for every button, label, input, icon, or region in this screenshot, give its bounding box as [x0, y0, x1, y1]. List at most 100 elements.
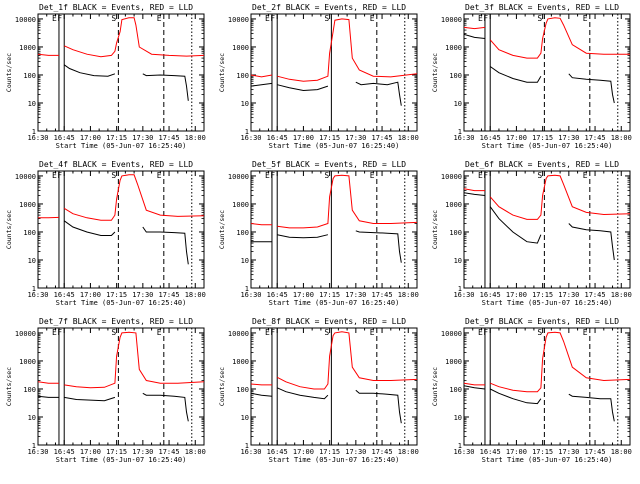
y-tick-label: 10000: [15, 173, 36, 181]
x-tick-label: 16:45: [480, 291, 501, 299]
x-tick-label: 17:45: [372, 448, 393, 456]
event-marker-label: F: [270, 328, 275, 337]
y-tick-label: 10000: [228, 330, 249, 338]
x-tick-label: 17:30: [132, 291, 153, 299]
plot-frame: [251, 14, 417, 131]
x-tick-label: 16:45: [267, 448, 288, 456]
x-tick-label: 17:30: [558, 291, 579, 299]
x-tick-label: 16:30: [27, 134, 48, 142]
x-tick-label: 17:00: [506, 134, 527, 142]
y-tick-label: 10000: [228, 173, 249, 181]
event-marker-label: E: [265, 14, 270, 23]
y-tick-label: 10000: [441, 330, 462, 338]
y-axis-label: Counts/sec: [431, 367, 439, 406]
events-series-line: [64, 397, 115, 400]
y-axis-label: Counts/sec: [5, 210, 13, 249]
event-marker-label: E: [478, 14, 483, 23]
x-tick-label: 16:30: [240, 291, 261, 299]
panel-title: Det_6f BLACK = Events, RED = LLD: [465, 160, 619, 169]
x-tick-label: 16:30: [453, 291, 474, 299]
y-tick-label: 100: [449, 72, 462, 80]
x-axis-label: Start Time (05-Jun-07 16:25:40): [269, 299, 400, 307]
x-tick-label: 16:45: [54, 448, 75, 456]
x-axis-label: Start Time (05-Jun-07 16:25:40): [269, 456, 400, 464]
x-tick-label: 17:45: [372, 291, 393, 299]
data-area: [251, 328, 417, 445]
event-marker-label: S: [537, 171, 542, 180]
event-marker-label: E: [265, 171, 270, 180]
events-series-line: [143, 227, 189, 264]
events-series-line: [38, 396, 59, 397]
event-marker-label: E: [52, 328, 57, 337]
events-series-line: [64, 221, 115, 236]
x-tick-label: 17:30: [345, 134, 366, 142]
x-tick-label: 18:00: [611, 448, 632, 456]
x-tick-label: 17:30: [132, 134, 153, 142]
x-tick-label: 17:00: [80, 291, 101, 299]
plot-frame: [464, 328, 630, 445]
lld-series-line: [277, 332, 417, 389]
event-marker-label: S: [111, 14, 116, 23]
x-tick-label: 17:15: [319, 291, 340, 299]
plot-frame: [251, 328, 417, 445]
plot-frame: [38, 171, 204, 288]
x-tick-label: 17:15: [532, 134, 553, 142]
lld-series-line: [251, 224, 272, 225]
x-tick-label: 16:30: [27, 291, 48, 299]
lld-series-line: [464, 27, 485, 28]
lld-series-line: [490, 332, 630, 391]
event-marker-label: S: [537, 328, 542, 337]
event-marker-label: F: [270, 14, 275, 23]
detector-panel-3: Det_3f BLACK = Events, RED = LLD11010010…: [431, 3, 632, 150]
y-tick-label: 10: [454, 414, 462, 422]
panel-title: Det_1f BLACK = Events, RED = LLD: [39, 3, 193, 12]
y-tick-label: 1000: [232, 44, 249, 52]
x-tick-label: 17:15: [319, 448, 340, 456]
x-tick-label: 17:15: [106, 134, 127, 142]
x-tick-label: 17:15: [532, 448, 553, 456]
lld-series-line: [277, 19, 417, 81]
event-marker-label: S: [111, 171, 116, 180]
x-tick-label: 17:15: [532, 291, 553, 299]
x-tick-label: 17:45: [372, 134, 393, 142]
y-axis-label: Counts/sec: [431, 210, 439, 249]
y-tick-label: 1000: [445, 44, 462, 52]
event-marker-label: E: [370, 171, 375, 180]
y-tick-label: 10: [28, 257, 36, 265]
panel-title: Det_2f BLACK = Events, RED = LLD: [252, 3, 406, 12]
y-tick-label: 100: [236, 72, 249, 80]
event-marker-label: E: [583, 328, 588, 337]
event-marker-label: E: [370, 14, 375, 23]
plot-frame: [38, 328, 204, 445]
y-tick-label: 100: [236, 229, 249, 237]
x-tick-label: 16:45: [267, 291, 288, 299]
y-tick-label: 10: [241, 414, 249, 422]
events-series-line: [490, 389, 541, 404]
x-tick-label: 17:00: [80, 134, 101, 142]
event-marker-label: F: [483, 14, 488, 23]
x-tick-label: 17:45: [585, 134, 606, 142]
panel-title: Det_3f BLACK = Events, RED = LLD: [465, 3, 619, 12]
data-area: [464, 328, 630, 445]
data-area: [464, 14, 630, 131]
events-series-line: [64, 65, 115, 76]
x-tick-label: 17:00: [293, 291, 314, 299]
x-tick-label: 18:00: [185, 291, 206, 299]
event-marker-label: E: [157, 171, 162, 180]
events-series-line: [251, 83, 272, 86]
x-tick-label: 16:45: [480, 134, 501, 142]
y-axis-label: Counts/sec: [431, 53, 439, 92]
x-tick-label: 17:00: [293, 134, 314, 142]
x-tick-label: 18:00: [185, 134, 206, 142]
y-tick-label: 100: [23, 72, 36, 80]
x-tick-label: 16:45: [54, 291, 75, 299]
detector-panel-9: Det_9f BLACK = Events, RED = LLD11010010…: [431, 317, 632, 464]
event-marker-label: E: [370, 328, 375, 337]
lld-series-line: [490, 175, 630, 219]
y-axis-label: Counts/sec: [218, 210, 226, 249]
x-axis-label: Start Time (05-Jun-07 16:25:40): [269, 142, 400, 150]
event-marker-label: F: [483, 328, 488, 337]
x-tick-label: 16:30: [453, 134, 474, 142]
events-series-line: [356, 231, 402, 263]
x-tick-label: 17:45: [159, 448, 180, 456]
